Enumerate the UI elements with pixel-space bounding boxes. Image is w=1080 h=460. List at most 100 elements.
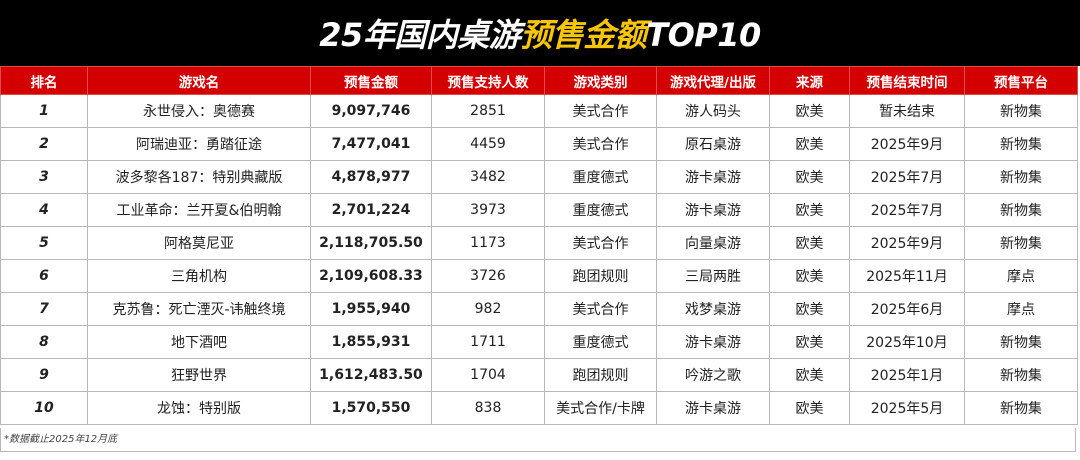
cell-game-name: 永世侵入：奥德赛 — [87, 94, 311, 128]
cell-publisher: 戏梦桌游 — [656, 292, 770, 326]
cell-platform: 摩点 — [964, 292, 1078, 326]
header-rank: 排名 — [0, 66, 88, 95]
cell-game-name: 阿瑞迪亚：勇踏征途 — [87, 127, 311, 161]
table-row: 1 永世侵入：奥德赛 9,097,746 2851 美式合作 游人码头 欧美 暂未结束 新物集 — [0, 94, 1078, 128]
cell-origin: 欧美 — [769, 160, 850, 194]
cell-end-date: 2025年7月 — [849, 160, 965, 194]
cell-backers: 3482 — [431, 160, 545, 194]
cell-backers: 3726 — [431, 259, 545, 293]
cell-platform: 新物集 — [964, 94, 1078, 128]
cell-backers: 1704 — [431, 358, 545, 392]
cell-rank: 4 — [0, 193, 88, 227]
cell-category: 重度德式 — [544, 193, 657, 227]
cell-presale-amount: 7,477,041 — [310, 127, 432, 161]
cell-rank: 8 — [0, 325, 88, 359]
header-platform: 预售平台 — [964, 66, 1078, 95]
cell-presale-amount: 1,855,931 — [310, 325, 432, 359]
cell-end-date: 暂未结束 — [849, 94, 965, 128]
cell-backers: 4459 — [431, 127, 545, 161]
cell-publisher: 游卡桌游 — [656, 391, 770, 425]
cell-game-name: 地下酒吧 — [87, 325, 311, 359]
cell-end-date: 2025年5月 — [849, 391, 965, 425]
cell-platform: 新物集 — [964, 226, 1078, 260]
ranking-table: 排名 游戏名 预售金额 预售支持人数 游戏类别 游戏代理/出版 来源 预售结束时… — [0, 66, 1078, 425]
cell-category: 跑团规则 — [544, 358, 657, 392]
cell-publisher: 游卡桌游 — [656, 193, 770, 227]
header-origin: 来源 — [769, 66, 850, 95]
table-row: 2 阿瑞迪亚：勇踏征途 7,477,041 4459 美式合作 原石桌游 欧美 2025年9月… — [0, 127, 1078, 161]
cell-backers: 838 — [431, 391, 545, 425]
title-part-2: 预售金额 — [520, 16, 647, 54]
cell-backers: 1711 — [431, 325, 545, 359]
header-end-date: 预售结束时间 — [849, 66, 965, 95]
table-row: 7 克苏鲁：死亡湮灭-讳触终境 1,955,940 982 美式合作 戏梦桌游 欧美 2025… — [0, 292, 1078, 326]
cell-rank: 1 — [0, 94, 88, 128]
table-row: 8 地下酒吧 1,855,931 1711 重度德式 游卡桌游 欧美 2025年10月 新物集 — [0, 325, 1078, 359]
table-body: 1 永世侵入：奥德赛 9,097,746 2851 美式合作 游人码头 欧美 暂未结束 新物集 2… — [0, 94, 1078, 425]
table-row: 6 三角机构 2,109,608.33 3726 跑团规则 三局两胜 欧美 2025年11月摩… — [0, 259, 1078, 293]
cell-origin: 欧美 — [769, 127, 850, 161]
cell-game-name: 克苏鲁：死亡湮灭-讳触终境 — [87, 292, 311, 326]
cell-presale-amount: 1,955,940 — [310, 292, 432, 326]
title-part-3: TOP10 — [646, 16, 761, 54]
cell-category: 美式合作 — [544, 292, 657, 326]
table-row: 3 波多黎各187：特别典藏版 4,878,977 3482 重度德式 游卡桌游 欧美 202… — [0, 160, 1078, 194]
cell-platform: 摩点 — [964, 259, 1078, 293]
cell-publisher: 三局两胜 — [656, 259, 770, 293]
cell-end-date: 2025年1月 — [849, 358, 965, 392]
header-category: 游戏类别 — [544, 66, 657, 95]
cell-publisher: 游卡桌游 — [656, 160, 770, 194]
cell-presale-amount: 2,109,608.33 — [310, 259, 432, 293]
cell-presale-amount: 9,097,746 — [310, 94, 432, 128]
data-note: *数据截止2025年12月底 — [0, 428, 1076, 452]
cell-platform: 新物集 — [964, 127, 1078, 161]
cell-category: 重度德式 — [544, 160, 657, 194]
cell-presale-amount: 1,570,550 — [310, 391, 432, 425]
cell-category: 重度德式 — [544, 325, 657, 359]
cell-game-name: 龙蚀：特别版 — [87, 391, 311, 425]
page-title: 25年国内桌游预售金额TOP10 — [319, 10, 761, 56]
cell-platform: 新物集 — [964, 325, 1078, 359]
cell-category: 美式合作 — [544, 94, 657, 128]
cell-category: 美式合作 — [544, 127, 657, 161]
table-row: 9 狂野世界 1,612,483.50 1704 跑团规则 吟游之歌 欧美 2025年1月 新物… — [0, 358, 1078, 392]
cell-end-date: 2025年7月 — [849, 193, 965, 227]
table-row: 4 工业革命：兰开夏&伯明翰 2,701,224 3973 重度德式 游卡桌游 欧美 2025… — [0, 193, 1078, 227]
cell-game-name: 三角机构 — [87, 259, 311, 293]
cell-publisher: 游卡桌游 — [656, 325, 770, 359]
cell-end-date: 2025年6月 — [849, 292, 965, 326]
cell-presale-amount: 2,701,224 — [310, 193, 432, 227]
cell-platform: 新物集 — [964, 358, 1078, 392]
header-game-name: 游戏名 — [87, 66, 311, 95]
cell-rank: 6 — [0, 259, 88, 293]
cell-presale-amount: 2,118,705.50 — [310, 226, 432, 260]
header-backers: 预售支持人数 — [431, 66, 545, 95]
cell-category: 美式合作 — [544, 226, 657, 260]
cell-origin: 欧美 — [769, 259, 850, 293]
cell-category: 跑团规则 — [544, 259, 657, 293]
cell-origin: 欧美 — [769, 358, 850, 392]
cell-rank: 2 — [0, 127, 88, 161]
cell-game-name: 狂野世界 — [87, 358, 311, 392]
cell-publisher: 向量桌游 — [656, 226, 770, 260]
cell-backers: 3973 — [431, 193, 545, 227]
cell-platform: 新物集 — [964, 160, 1078, 194]
cell-backers: 1173 — [431, 226, 545, 260]
cell-end-date: 2025年9月 — [849, 127, 965, 161]
cell-presale-amount: 4,878,977 — [310, 160, 432, 194]
cell-publisher: 吟游之歌 — [656, 358, 770, 392]
cell-origin: 欧美 — [769, 292, 850, 326]
cell-category: 美式合作/卡牌 — [544, 391, 657, 425]
cell-origin: 欧美 — [769, 226, 850, 260]
table-row: 10 龙蚀：特别版 1,570,550 838 美式合作/卡牌 游卡桌游 欧美 2025年5月… — [0, 391, 1078, 425]
cell-rank: 10 — [0, 391, 88, 425]
cell-backers: 2851 — [431, 94, 545, 128]
cell-end-date: 2025年11月 — [849, 259, 965, 293]
table-row: 5 阿格莫尼亚 2,118,705.50 1173 美式合作 向量桌游 欧美 2025年9月新… — [0, 226, 1078, 260]
cell-end-date: 2025年10月 — [849, 325, 965, 359]
cell-game-name: 阿格莫尼亚 — [87, 226, 311, 260]
cell-publisher: 游人码头 — [656, 94, 770, 128]
cell-rank: 9 — [0, 358, 88, 392]
cell-rank: 7 — [0, 292, 88, 326]
